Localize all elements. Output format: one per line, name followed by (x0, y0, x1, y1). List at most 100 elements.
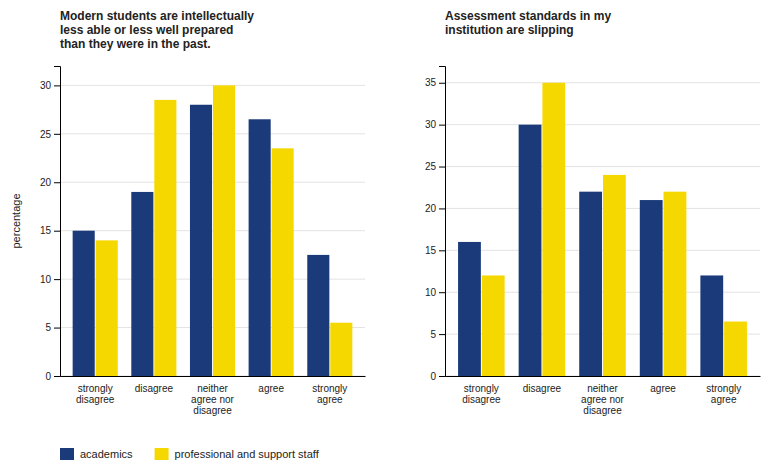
y-tick-label: 20 (40, 177, 52, 188)
y-tick-label: 15 (40, 225, 52, 236)
y-tick-mark (54, 85, 60, 86)
y-tick-label: 10 (40, 274, 52, 285)
legend-label: professional and support staff (175, 448, 320, 460)
bar (458, 242, 481, 376)
y-tick-label: 25 (425, 161, 437, 172)
chart-panel: 0 5 10 15 20 25 30 stronglydisagree disagree neit… (10, 9, 366, 416)
x-tick-label: neitheragree nordisagree (191, 383, 234, 416)
y-tick: 10 (425, 287, 445, 298)
grid-line (60, 133, 365, 134)
y-tick: 10 (40, 274, 60, 285)
bar-series (482, 83, 747, 376)
x-axis-line (446, 376, 761, 377)
bar (249, 119, 271, 376)
y-tick: 0 (45, 371, 60, 382)
y-tick: 5 (430, 329, 445, 340)
x-tick-label: stronglyagree (706, 383, 741, 405)
y-tick-mark (439, 83, 445, 84)
y-tick: 20 (40, 177, 60, 188)
grid-line (445, 124, 760, 125)
bar (330, 323, 352, 376)
x-axis: stronglydisagree disagree neitheragree nor… (61, 377, 366, 417)
y-tick-mark (439, 334, 445, 335)
x-tick: neitheragree nordisagree (581, 383, 624, 416)
x-tick-label: disagree (135, 383, 174, 394)
x-tick: neitheragree nordisagree (191, 383, 234, 416)
grid-line (445, 166, 760, 167)
y-tick-label: 30 (40, 80, 52, 91)
grid-line (60, 182, 365, 183)
x-tick: stronglyagree (706, 383, 741, 405)
grid-line (60, 85, 365, 86)
y-tick-mark (54, 182, 60, 183)
legend-item: academics (60, 448, 133, 460)
bar (724, 322, 747, 376)
bar (272, 148, 294, 376)
x-tick: stronglydisagree (462, 383, 501, 405)
y-tick: 15 (40, 225, 60, 236)
grid (60, 85, 365, 376)
bar (213, 85, 235, 376)
x-tick: agree (258, 383, 284, 394)
bar (603, 175, 626, 376)
y-tick: 15 (425, 245, 445, 256)
x-tick-label: stronglydisagree (462, 383, 501, 405)
x-tick: disagree (135, 383, 174, 394)
y-tick-mark (439, 208, 445, 209)
legend-item: professional and support staff (155, 448, 320, 460)
grid-line (445, 208, 760, 209)
y-tick-label: 5 (430, 329, 436, 340)
bar (154, 100, 176, 376)
bar-series (458, 125, 723, 376)
y-tick-label: 25 (40, 129, 52, 140)
y-tick-mark (54, 376, 60, 377)
y-tick: 25 (425, 161, 445, 172)
x-axis: stronglydisagree disagree neitheragree nor… (446, 377, 761, 417)
bar (542, 83, 565, 376)
legend: academics professional and support staff (60, 448, 320, 460)
bar (700, 275, 723, 376)
y-tick: 20 (425, 203, 445, 214)
y-tick-label: 0 (45, 371, 51, 382)
x-tick-label: agree (258, 383, 284, 394)
y-tick-label: 35 (425, 77, 437, 88)
x-tick: stronglyagree (312, 383, 347, 405)
y-tick-mark (54, 134, 60, 135)
x-axis-line (61, 376, 366, 377)
x-tick: stronglydisagree (76, 383, 115, 405)
bar (190, 105, 212, 376)
y-tick: 30 (40, 80, 60, 91)
y-tick: 25 (40, 129, 60, 140)
chart-title: Assessment standards in myinstitution ar… (445, 9, 611, 37)
bars (458, 83, 747, 376)
x-tick-label: stronglydisagree (76, 383, 115, 405)
y-tick-mark (439, 125, 445, 126)
grid-line (445, 82, 760, 83)
y-tick-mark (439, 250, 445, 251)
y-axis: 0 5 10 15 20 25 30 (40, 67, 61, 382)
figure: 0 5 10 15 20 25 30 stronglydisagree disagree neit… (0, 0, 780, 476)
x-tick-label: disagree (523, 383, 562, 394)
grid-line (60, 230, 365, 231)
bar (664, 192, 687, 376)
bar (307, 255, 329, 376)
y-tick: 35 (425, 77, 445, 88)
bar-series (73, 105, 330, 376)
y-tick-mark (54, 231, 60, 232)
legend-swatch (60, 448, 74, 460)
bar (640, 200, 663, 376)
bar (579, 192, 602, 376)
y-tick-label: 10 (425, 287, 437, 298)
y-tick-label: 0 (430, 371, 436, 382)
bar (73, 231, 95, 376)
y-tick-label: 30 (425, 119, 437, 130)
y-tick-label: 15 (425, 245, 437, 256)
bar (482, 275, 505, 376)
y-tick: 30 (425, 119, 445, 130)
bar (519, 125, 542, 376)
y-tick-label: 20 (425, 203, 437, 214)
y-tick: 5 (45, 322, 60, 333)
y-tick-label: 5 (45, 322, 51, 333)
y-axis: 0 5 10 15 20 25 30 35 (425, 67, 446, 382)
bar-series (96, 85, 353, 376)
